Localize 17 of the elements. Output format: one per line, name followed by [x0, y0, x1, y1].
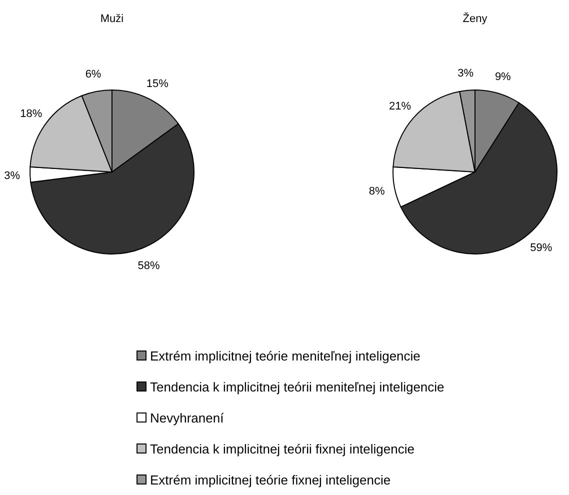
data-label: 15%	[146, 78, 169, 90]
data-label: 21%	[388, 100, 412, 113]
legend-label: Tendencia k implicitnej teórii meniteľnej inteligencie	[150, 380, 444, 395]
data-label: 8%	[368, 186, 385, 198]
data-label: 6%	[85, 68, 102, 81]
legend-label: Extrém implicitnej teórie meniteľnej inteligencie	[150, 348, 420, 364]
legend-label: Extrém implicitnej teórie fixnej inteligencie	[150, 472, 391, 488]
legend-label: Nevyhranení	[150, 410, 224, 426]
chart-title: Muži	[100, 13, 124, 25]
data-label: 59%	[530, 242, 552, 254]
data-label: 58%	[138, 260, 160, 272]
legend-label: Tendencia k implicitnej teórii fixnej inteligencie	[150, 442, 414, 457]
data-label: 3%	[4, 170, 20, 182]
data-label: 18%	[20, 108, 42, 120]
chart-title: Ženy	[462, 12, 488, 25]
data-label: 3%	[458, 67, 474, 80]
data-label: 9%	[494, 70, 512, 83]
